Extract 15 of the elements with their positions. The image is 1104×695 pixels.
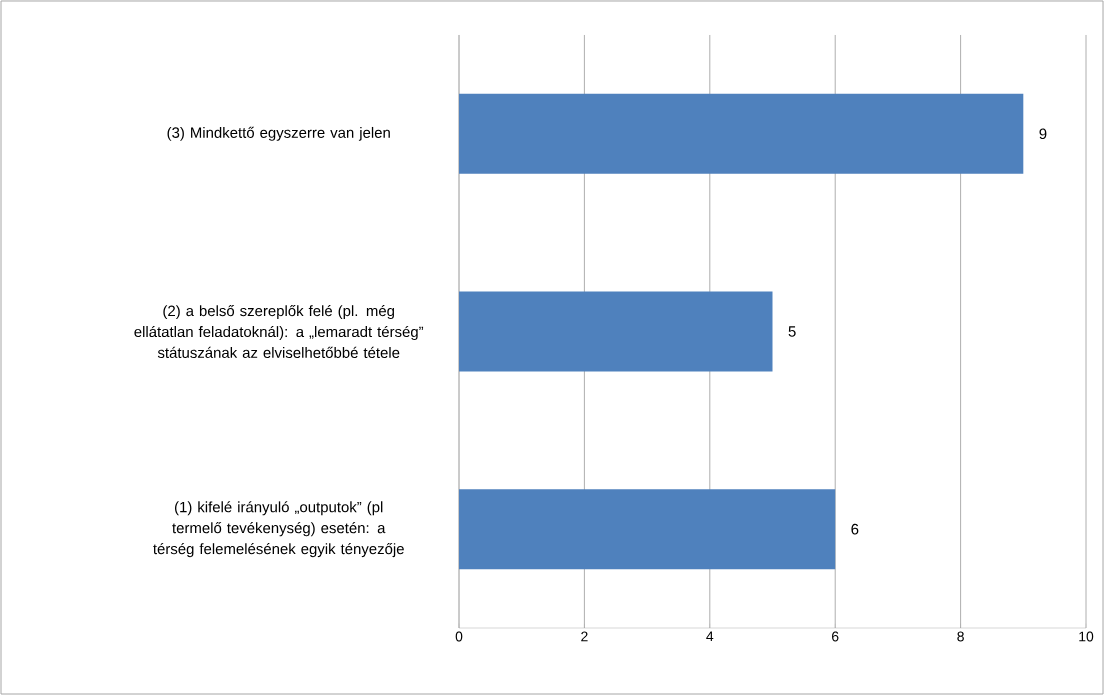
x-tick-label: 8 — [957, 631, 964, 642]
x-tick-label: 0 — [455, 631, 463, 642]
bar — [459, 93, 1024, 174]
y-tick-label: (2) a belső szereplők felé (pl. még ellátatlan feladatoknál): a „lemaradt térség” státuszának az elviselhetőbbé tétele — [134, 305, 424, 358]
bar — [459, 291, 773, 372]
x-tick-label: 10 — [1079, 631, 1094, 642]
x-tick-label: 2 — [581, 631, 588, 642]
y-tick-label: (1) kifelé irányuló „outputok” (pl termelő tevékenység) esetén: a térség felemelésének egyik tényezője — [153, 501, 404, 558]
x-tick-label: 4 — [706, 631, 714, 642]
data-label: 5 — [788, 326, 796, 337]
data-label: 6 — [851, 523, 859, 535]
y-tick-label: (3) Mindkettő egyszerre van jelen — [167, 126, 390, 141]
bar — [459, 489, 836, 570]
data-label: 9 — [1039, 128, 1047, 140]
x-tick-label: 6 — [832, 631, 839, 642]
